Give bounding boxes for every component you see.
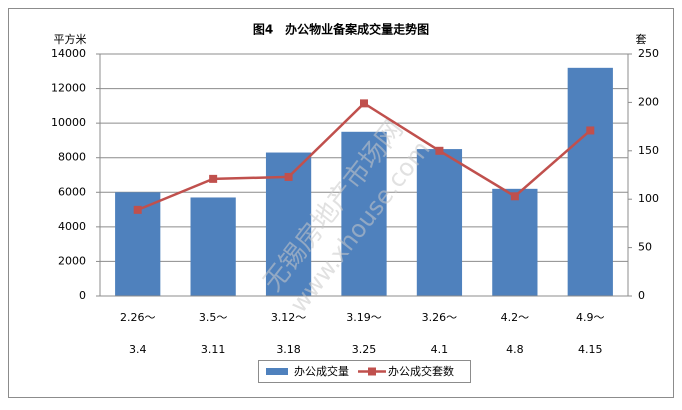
line-marker	[586, 126, 595, 135]
x-tick-label: 3.11	[201, 343, 226, 356]
bar	[416, 149, 463, 296]
x-tick-label: 3.18	[276, 343, 301, 356]
y-tick-label: 6000	[58, 185, 86, 198]
x-tick-label: 4.1	[431, 343, 449, 356]
line-marker	[284, 172, 293, 181]
y-tick-label: 4000	[58, 220, 86, 233]
x-tick-label: 3.5～	[199, 311, 228, 324]
x-tick-label: 3.25	[352, 343, 377, 356]
y2-axis-label: 套	[636, 33, 647, 46]
line-marker	[510, 192, 519, 201]
y-tick-label: 0	[79, 289, 86, 302]
bar	[190, 197, 236, 296]
chart-title: 图4 办公物业备案成交量走势图	[253, 22, 429, 37]
y-tick-label: 12000	[51, 82, 86, 95]
x-tick-label: 3.26～	[422, 311, 458, 324]
line-marker	[209, 174, 218, 183]
legend-swatch-marker	[368, 367, 376, 376]
legend-swatch	[266, 368, 288, 375]
y2-tick-label: 250	[638, 47, 659, 60]
line-marker	[133, 205, 142, 214]
x-tick-label: 3.4	[129, 343, 147, 356]
y2-tick-label: 150	[638, 144, 659, 157]
y-tick-label: 8000	[58, 151, 86, 164]
bar	[567, 67, 613, 296]
x-tick-label: 4.8	[506, 343, 524, 356]
y-tick-label: 2000	[58, 254, 86, 267]
y-tick-label: 14000	[51, 47, 86, 60]
x-tick-label: 4.2～	[501, 311, 530, 324]
x-tick-label: 3.12～	[271, 311, 307, 324]
y2-tick-label: 200	[638, 95, 659, 108]
line-marker	[360, 99, 368, 108]
legend-label: 办公成交套数	[388, 364, 454, 378]
x-tick-label: 4.9～	[576, 311, 605, 324]
y-axis-label: 平方米	[54, 32, 87, 46]
legend-label: 办公成交量	[294, 364, 349, 378]
x-tick-label: 2.26～	[120, 311, 156, 324]
line-marker	[435, 146, 444, 155]
y2-tick-label: 0	[638, 289, 645, 302]
x-tick-label: 3.19～	[346, 311, 382, 324]
bar	[492, 188, 538, 296]
y-tick-label: 10000	[51, 116, 86, 129]
x-tick-label: 4.15	[578, 343, 603, 356]
y2-tick-label: 100	[638, 192, 659, 205]
y2-tick-label: 50	[638, 241, 652, 254]
bar	[341, 131, 387, 296]
